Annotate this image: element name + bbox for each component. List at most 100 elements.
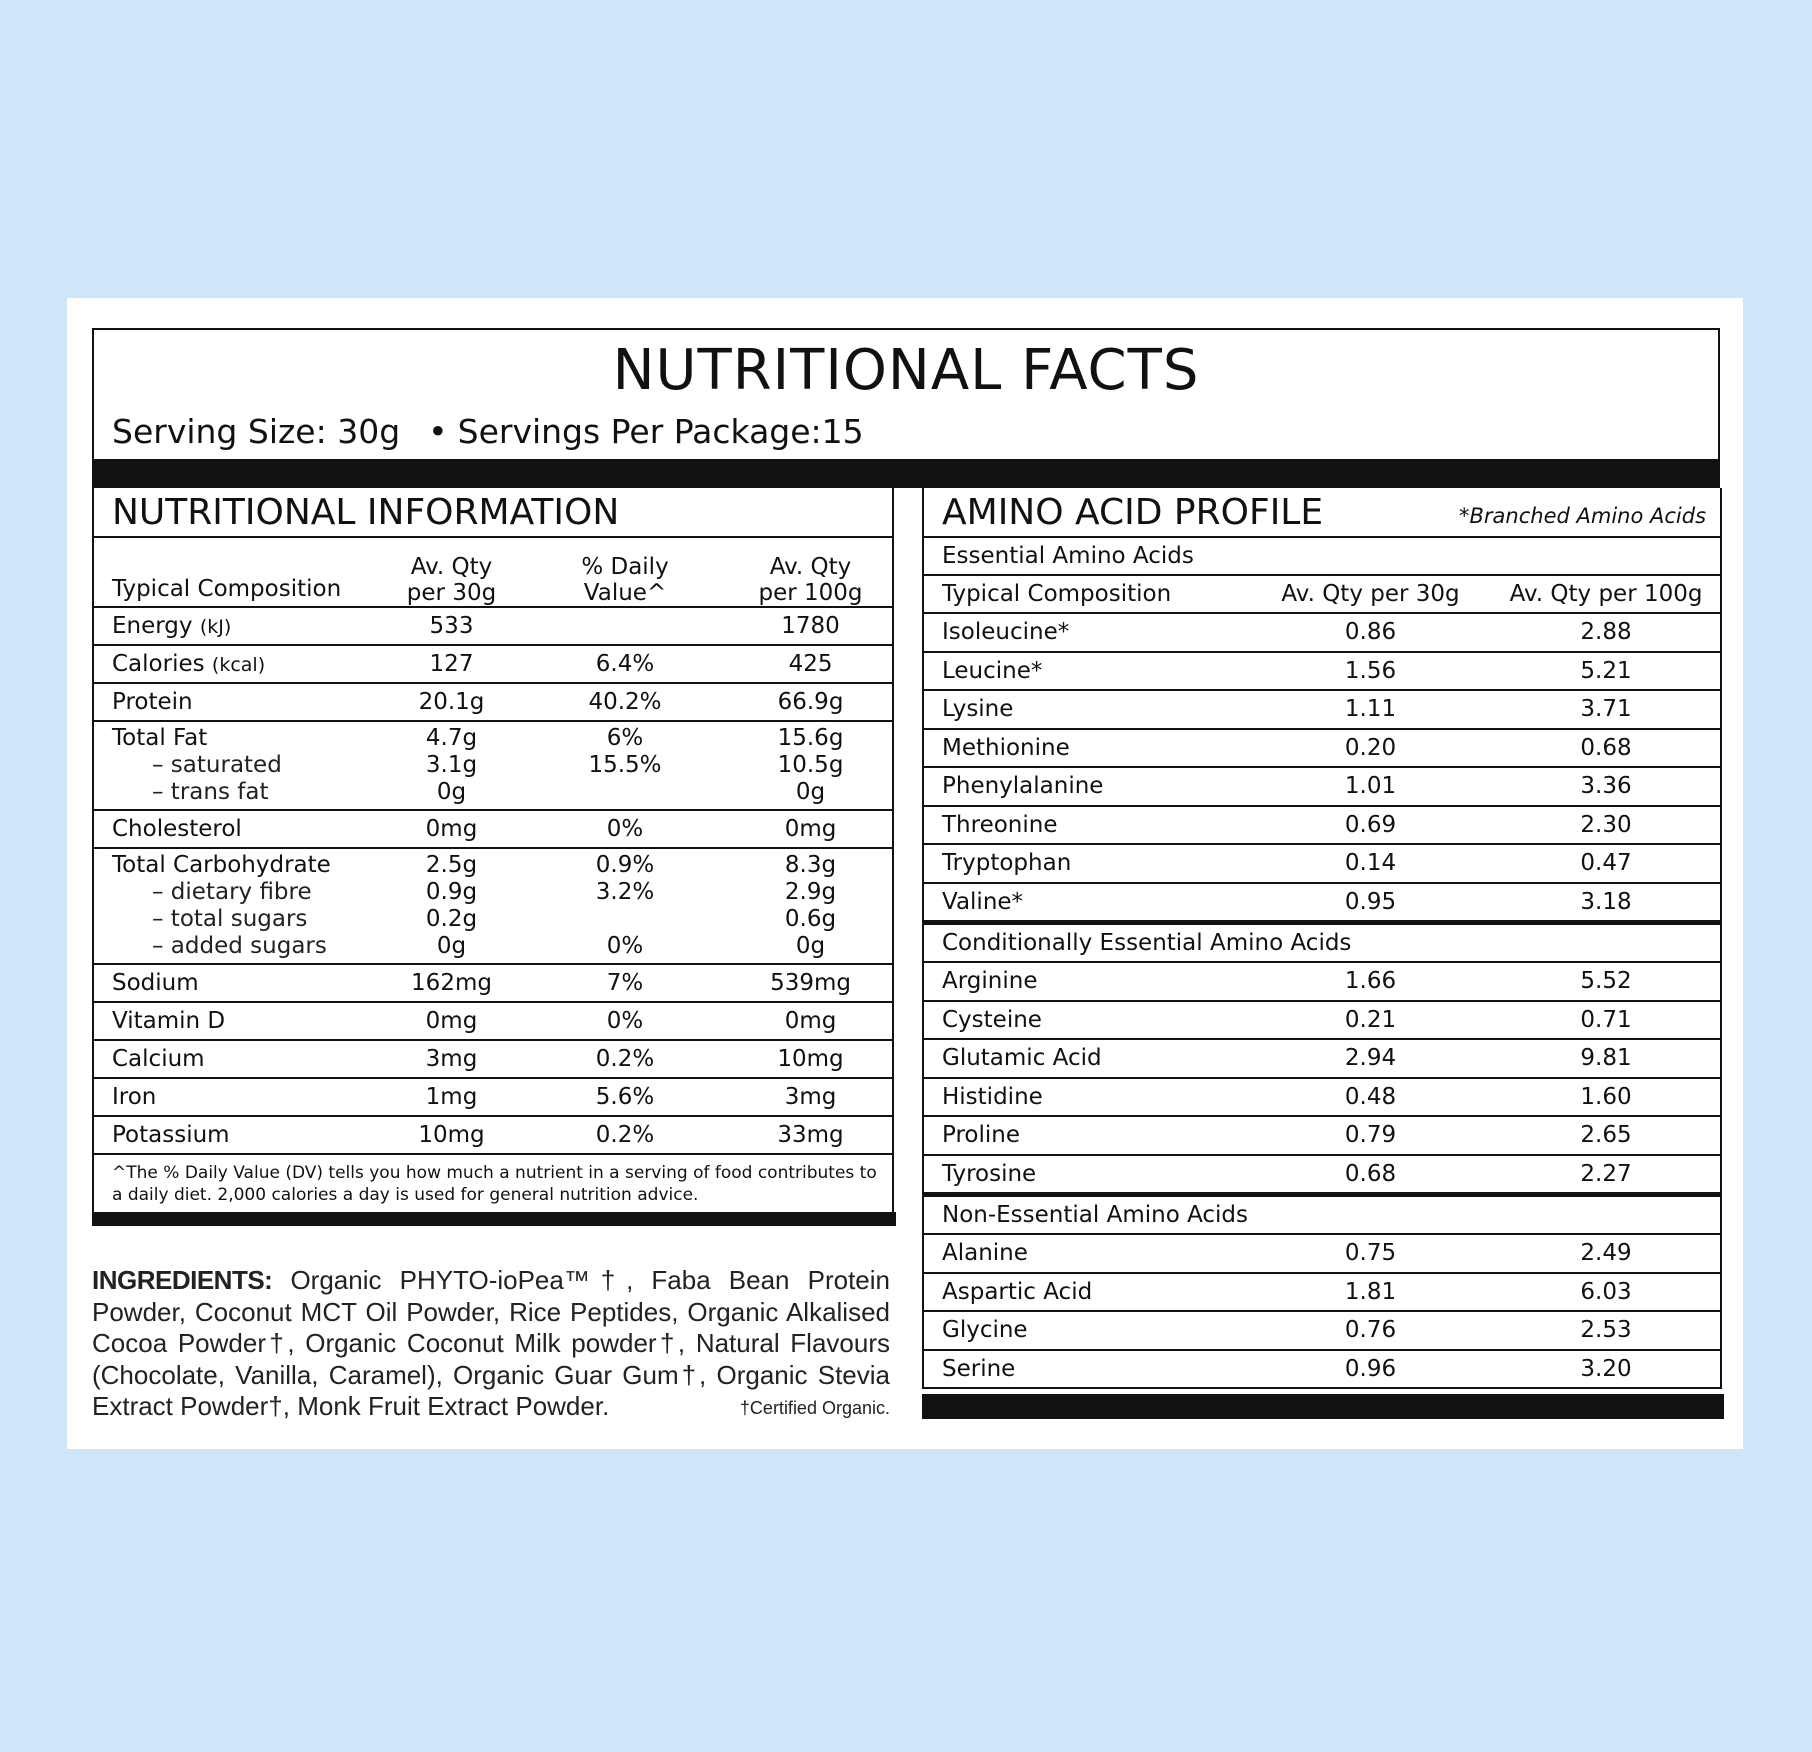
column-row: Typical Composition Av. Qty per 30g Av. Qt… xyxy=(923,575,1722,613)
amino-row: Lysine 1.11 3.71 xyxy=(923,690,1722,729)
serving-size: Serving Size: 30g xyxy=(112,412,401,451)
amino-row: Leucine* 1.56 5.21 xyxy=(923,652,1722,690)
ingredients-text: Organic PHYTO-ioPea™†, Faba Bean Protein… xyxy=(92,1265,890,1421)
value: 6% xyxy=(606,725,644,751)
column-header: Av. Qty per 30g xyxy=(1281,581,1460,607)
amino-value: 2.88 xyxy=(1580,619,1632,646)
value-cell: 1mg xyxy=(382,1078,521,1116)
nutrient-row: Total Carbohydrate – dietary fibre – total… xyxy=(93,848,894,964)
nutrient-name: – saturated xyxy=(152,752,282,778)
value-cell: 0mg xyxy=(382,810,521,848)
column-header: Av. Qty per 100g xyxy=(758,554,863,606)
nutrient-name-cell: Calories (kcal) xyxy=(93,645,382,683)
amino-value: 3.36 xyxy=(1580,773,1632,800)
nutrient-name: Protein xyxy=(112,688,193,715)
amino-row: Methionine 0.20 0.68 xyxy=(923,729,1722,767)
column-header: Typical Composition xyxy=(942,581,1172,607)
amino-name: Tryptophan xyxy=(942,850,1072,877)
amino-value: 3.18 xyxy=(1580,888,1632,915)
nutrient-line: – dietary fibre xyxy=(112,879,382,906)
amino-name: Glutamic Acid xyxy=(942,1045,1102,1072)
header: NUTRITIONAL FACTS Serving Size: 30g • Serv… xyxy=(92,328,1720,461)
ingredients: INGREDIENTS: Organic PHYTO-ioPea™†, Faba… xyxy=(92,1265,890,1425)
nutrient-name: – dietary fibre xyxy=(152,879,312,905)
value: 0.2% xyxy=(595,1121,655,1148)
servings-per-package: Servings Per Package:15 xyxy=(457,412,864,451)
value: 15.6g xyxy=(777,725,844,751)
amino-row: Glutamic Acid 2.94 9.81 xyxy=(923,1039,1722,1078)
black-bar xyxy=(922,1394,1724,1419)
title-row: AMINO ACID PROFILE *Branched Amino Acids xyxy=(923,488,1722,537)
nutrient-row: Calories (kcal) 127 6.4% 425 xyxy=(93,645,894,683)
amino-name: Tyrosine xyxy=(942,1160,1037,1187)
nutrient-row: Cholesterol 0mg 0% 0mg xyxy=(93,810,894,848)
header-row: Typical Composition Av. Qty per 30g % Dail… xyxy=(93,537,894,607)
amino-row: Histidine 0.48 1.60 xyxy=(923,1078,1722,1116)
section-row: Conditionally Essential Amino Acids xyxy=(923,922,1722,962)
value-cell: 8.3g 2.9g 0.6g 0g xyxy=(729,848,893,964)
amino-value: 0.68 xyxy=(1344,1160,1397,1187)
value: 3.2% xyxy=(595,879,655,905)
value: 0mg xyxy=(784,1007,837,1034)
value-cell: 425 xyxy=(729,645,893,683)
amino-value: 5.52 xyxy=(1580,968,1632,995)
value: 1mg xyxy=(425,1083,478,1110)
amino-value: 2.65 xyxy=(1580,1122,1632,1149)
amino-name: Serine xyxy=(942,1355,1016,1382)
value: 0g xyxy=(436,933,467,959)
nutrient-unit: (kcal) xyxy=(211,653,266,676)
value: 3mg xyxy=(425,1045,478,1072)
value: 20.1g xyxy=(418,688,485,715)
nutrient-line: Sodium xyxy=(112,970,382,997)
nutrient-name: Potassium xyxy=(112,1121,230,1148)
amino-row: Aspartic Acid 1.81 6.03 xyxy=(923,1273,1722,1311)
amino-row: Cysteine 0.21 0.71 xyxy=(923,1001,1722,1039)
nutrient-line: Total Carbohydrate xyxy=(112,852,382,879)
amino-row: Tyrosine 0.68 2.27 xyxy=(923,1155,1722,1195)
nutrient-name-cell: Total Carbohydrate – dietary fibre – total… xyxy=(93,848,382,964)
value: 0.2g xyxy=(425,906,478,932)
amino-value: 1.56 xyxy=(1344,657,1397,684)
value-cell: 3mg xyxy=(382,1040,521,1078)
nutrient-name-cell: Iron xyxy=(93,1078,382,1116)
section-title: Conditionally Essential Amino Acids xyxy=(942,930,1352,956)
nutrient-row: Energy (kJ) 533 1780 xyxy=(93,607,894,645)
nutrient-row: Potassium 10mg 0.2% 33mg xyxy=(93,1116,894,1154)
nutrient-name-cell: Sodium xyxy=(93,964,382,1002)
value-cell: 20.1g xyxy=(382,683,521,721)
value: 0g xyxy=(436,779,467,805)
nutrient-row: Calcium 3mg 0.2% 10mg xyxy=(93,1040,894,1078)
nutrient-row: Vitamin D 0mg 0% 0mg xyxy=(93,1002,894,1040)
value: 0.2% xyxy=(595,1045,655,1072)
value-cell: 1780 xyxy=(729,607,893,645)
value: 0.6g xyxy=(784,906,837,932)
value: 0mg xyxy=(425,1007,478,1034)
nutrient-unit: (kJ) xyxy=(199,615,232,638)
amino-name: Arginine xyxy=(942,968,1038,995)
bullet: • xyxy=(428,412,448,451)
amino-value: 1.01 xyxy=(1344,773,1397,800)
nutrient-name: Calories xyxy=(112,650,205,677)
value-cell: 0% xyxy=(521,810,729,848)
value-cell: 10mg xyxy=(729,1040,893,1078)
amino-value: 9.81 xyxy=(1580,1045,1632,1072)
value-cell: 0mg xyxy=(382,1002,521,1040)
ingredients-note: †Certified Organic. xyxy=(739,1398,890,1418)
amino-row: Threonine 0.69 2.30 xyxy=(923,806,1722,844)
column-header: Av. Qty per 30g xyxy=(406,554,497,606)
value: 0mg xyxy=(784,815,837,842)
amino-name: Isoleucine* xyxy=(942,619,1070,646)
nutrient-line: Calories (kcal) xyxy=(112,651,382,678)
value: 10mg xyxy=(418,1121,485,1148)
value-cell: 539mg xyxy=(729,964,893,1002)
amino-row: Glycine 0.76 2.53 xyxy=(923,1311,1722,1350)
value: 0g xyxy=(795,933,826,959)
amino-name: Threonine xyxy=(942,811,1058,838)
amino-value: 0.86 xyxy=(1344,619,1397,646)
amino-value: 6.03 xyxy=(1580,1278,1632,1305)
nutrient-line: Iron xyxy=(112,1084,382,1111)
table-title: NUTRITIONAL INFORMATION xyxy=(112,491,620,533)
value-cell: 33mg xyxy=(729,1116,893,1154)
nutrient-name: Vitamin D xyxy=(112,1007,226,1034)
